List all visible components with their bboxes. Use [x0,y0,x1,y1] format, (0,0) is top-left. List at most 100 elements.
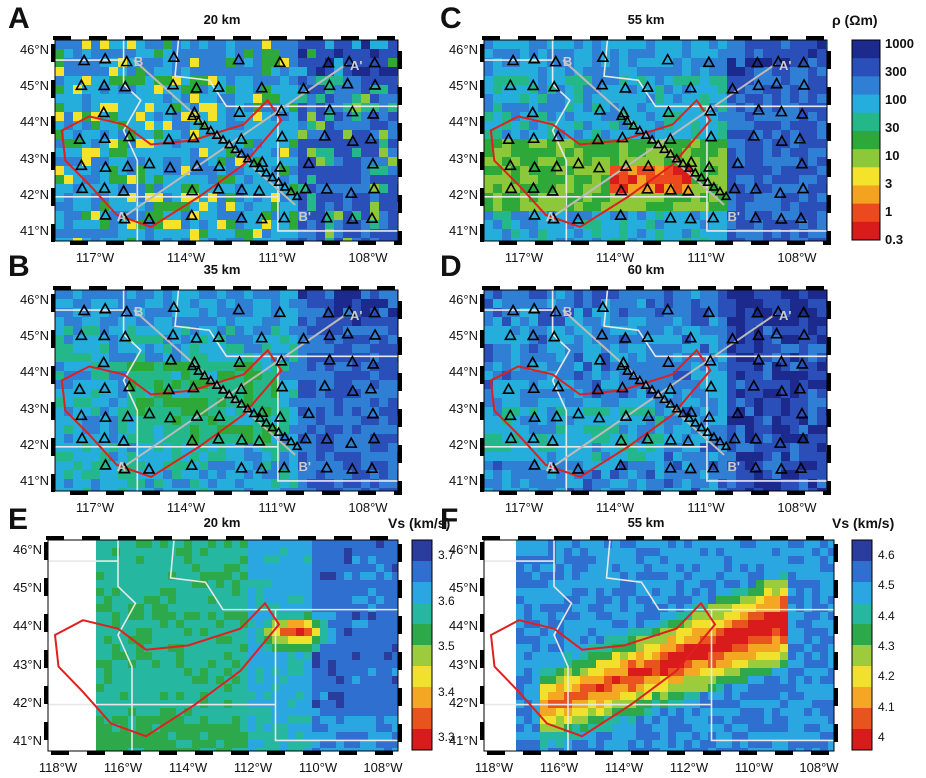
station-marker [640,129,652,139]
station-marker [255,461,268,474]
station-marker [550,409,564,422]
station-marker [297,82,310,94]
colorbar-swatch [852,40,880,59]
station-marker [774,212,788,224]
station-marker [291,440,303,451]
station-marker [659,143,670,154]
colorbar-swatch [852,729,872,751]
station-marker [74,158,88,171]
station-marker [616,130,629,143]
lon-tick: 111°W [687,500,725,515]
colorbar-swatch [852,94,880,114]
station-marker [751,56,764,68]
station-marker [97,105,111,118]
lon-tick: 111°W [687,250,725,265]
station-marker [252,434,266,446]
panel-letter-D: D [440,250,462,283]
station-marker [255,331,269,343]
station-marker [234,382,248,394]
station-marker [254,162,266,172]
station-marker [706,210,720,223]
lon-tick: 117°W [75,500,115,515]
station-marker [212,80,225,92]
station-marker [616,380,629,393]
station-marker [99,458,112,470]
lat-tick: 45°N [12,580,42,596]
station-marker [527,431,540,443]
station-marker [795,406,809,419]
station-marker [591,132,605,145]
station-marker [696,421,707,432]
station-marker [273,176,285,187]
station-marker [684,331,698,343]
colorbar-swatch [852,185,880,205]
panel-D: B A' A B' [480,286,831,495]
station-marker [252,184,266,196]
station-marker [773,436,787,448]
station-marker [689,167,701,177]
colorbar-tick: 3.5 [438,639,455,653]
lat-tick: 45°N [19,328,49,344]
station-marker [166,78,180,90]
colorbar-tick: 3 [885,176,893,191]
station-marker [341,327,354,339]
station-marker [367,431,381,444]
station-marker [185,433,199,446]
station-marker [185,458,199,471]
station-marker [592,410,606,423]
station-marker [665,148,676,158]
station-marker [549,304,563,317]
colorbar-swatch [852,58,880,77]
profile-label-a_end: A' [350,308,362,323]
station-marker [323,328,336,341]
station-marker [318,379,332,391]
colorbar-swatch [412,561,432,583]
colorbar-swatch [852,130,880,150]
station-marker [702,176,714,187]
station-marker [681,184,695,196]
station-marker [279,181,291,191]
colorbar-swatch [852,221,880,241]
station-marker [230,393,241,404]
station-marker [661,302,675,315]
lat-tick: 46°N [448,292,478,307]
station-marker [661,52,675,65]
station-marker [641,80,654,92]
station-marker [504,181,518,194]
colorbar-swatch [412,582,432,604]
station-marker [549,54,563,67]
station-marker [267,171,278,182]
lat-tick: 46°N [448,42,478,57]
station-marker [659,393,670,404]
station-marker [793,132,807,144]
station-marker [752,78,765,91]
station-marker [614,433,628,446]
station-marker [73,132,86,144]
station-marker [273,426,285,437]
station-marker [696,171,707,182]
station-marker [551,129,565,142]
panel-E [44,536,402,755]
station-marker [528,410,541,422]
station-marker [233,105,246,117]
station-marker [551,379,565,392]
station-marker [615,110,627,121]
station-marker [528,458,541,470]
profile-label-b_end: B' [299,459,311,474]
colorbar-swatch [852,603,872,625]
station-marker [273,160,287,172]
station-marker [752,353,765,365]
colorbar-swatch [412,603,432,625]
colorbar-swatch [412,624,432,646]
station-marker [186,360,198,371]
station-marker [797,55,811,68]
station-marker [683,162,695,172]
station-marker [187,380,200,393]
station-marker [118,212,131,224]
station-marker [142,212,156,224]
profile-label-a_end: A' [779,58,791,73]
station-marker [73,382,86,394]
station-marker [614,458,628,471]
lat-tick: 42°N [19,436,49,452]
station-marker [205,374,217,385]
